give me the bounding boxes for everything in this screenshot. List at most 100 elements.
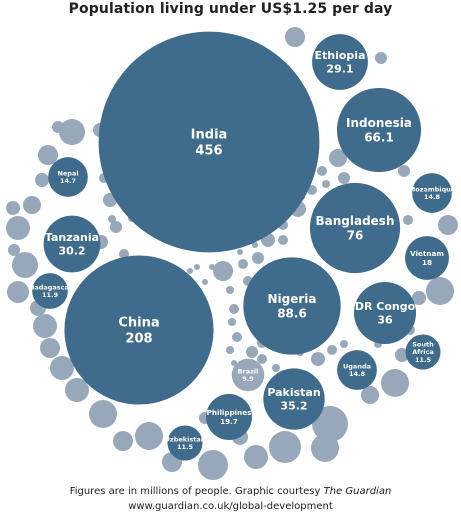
filler-bubble xyxy=(327,345,337,355)
filler-bubble xyxy=(8,244,20,256)
bubble-tanzania-mark xyxy=(43,215,101,273)
bubble-uganda-label: Uganda xyxy=(343,362,371,370)
filler-bubble xyxy=(257,354,267,364)
bubble-nepal-label: Nepal xyxy=(57,169,78,177)
bubble-nigeria-value: 88.6 xyxy=(277,306,307,320)
bubble-nigeria-mark xyxy=(243,257,341,355)
bubble-india-value: 456 xyxy=(195,143,222,158)
bubble-pakistan-value: 35.2 xyxy=(280,400,307,413)
filler-bubble xyxy=(194,264,200,270)
filler-bubble xyxy=(38,145,58,165)
filler-bubble xyxy=(338,172,350,184)
filler-bubble xyxy=(269,431,301,463)
filler-bubble xyxy=(33,314,57,338)
filler-bubble xyxy=(426,277,454,305)
footer-note-text: Figures are in millions of people. Graph… xyxy=(69,486,324,497)
filler-bubble xyxy=(89,400,117,428)
bubble-india-label: India xyxy=(191,128,228,143)
bubble-ethiopia-value: 29.1 xyxy=(326,63,353,76)
filler-bubble xyxy=(187,268,193,274)
filler-bubble xyxy=(12,252,38,278)
bubble-uganda-value: 14.8 xyxy=(349,370,366,378)
filler-bubble xyxy=(252,242,258,248)
bubble-india-mark xyxy=(98,31,320,253)
filler-bubble xyxy=(375,52,387,64)
filler-bubble xyxy=(65,378,89,402)
filler-bubble xyxy=(438,215,458,235)
filler-bubble xyxy=(40,338,60,358)
filler-bubble xyxy=(311,352,325,366)
filler-bubble xyxy=(398,165,410,177)
bubble-tanzania-value: 30.2 xyxy=(58,245,85,258)
filler-bubble xyxy=(209,264,215,270)
bubble-china-label: China xyxy=(118,316,159,331)
filler-bubble xyxy=(285,27,305,47)
filler-bubble xyxy=(35,173,49,187)
filler-bubble xyxy=(226,286,234,294)
filler-bubble xyxy=(322,180,330,188)
bubble-brazil-mark xyxy=(231,358,265,392)
filler-bubble xyxy=(403,215,413,225)
filler-bubble xyxy=(252,252,264,264)
filler-bubble xyxy=(246,346,258,358)
bubble-ethiopia-label: Ethiopia xyxy=(315,49,366,62)
bubble-south-africa-value: 11.5 xyxy=(415,356,432,364)
bubble-bangladesh-label: Bangladesh xyxy=(315,214,394,228)
filler-bubble xyxy=(226,346,234,354)
filler-bubble xyxy=(232,332,242,342)
bubble-dr-congo-value: 36 xyxy=(377,314,393,327)
bubble-south-africa-label: Africa xyxy=(412,348,434,356)
bubble-uzbekistan-mark xyxy=(167,425,203,461)
filler-bubble xyxy=(52,121,64,133)
bubble-bangladesh-value: 76 xyxy=(347,228,364,242)
bubble-indonesia-value: 66.1 xyxy=(364,130,394,144)
bubble-pakistan-label: Pakistan xyxy=(267,386,320,399)
bubble-vietnam-label: Vietnam xyxy=(410,249,444,258)
footer-url[interactable]: www.guardian.co.uk/global-development xyxy=(128,501,333,512)
filler-bubble xyxy=(110,221,122,233)
filler-bubble xyxy=(6,216,30,240)
filler-bubble xyxy=(213,261,233,281)
filler-bubble xyxy=(381,369,409,397)
footer-note: Figures are in millions of people. Graph… xyxy=(0,486,461,497)
filler-bubble xyxy=(412,291,426,305)
filler-bubble xyxy=(244,445,268,469)
bubble-tanzania-label: Tanzania xyxy=(45,231,99,244)
filler-bubble xyxy=(108,215,116,223)
bubble-south-africa-mark xyxy=(405,334,441,370)
filler-bubble xyxy=(113,431,133,451)
filler-bubble xyxy=(6,201,20,215)
filler-bubble xyxy=(202,279,208,285)
footer-source: The Guardian xyxy=(323,486,392,497)
bubble-indonesia-mark xyxy=(336,87,422,173)
filler-bubble xyxy=(135,422,163,450)
filler-bubble xyxy=(231,360,237,366)
filler-bubble xyxy=(238,259,248,269)
filler-bubble xyxy=(228,318,236,326)
bubble-nigeria-label: Nigeria xyxy=(267,292,316,306)
chart-title: Population living under US$1.25 per day xyxy=(68,1,393,17)
bubble-mozambique-value: 14.8 xyxy=(424,193,441,201)
bubble-brazil-value: 9.9 xyxy=(242,375,254,383)
bubble-philippines-value: 19.7 xyxy=(220,417,238,426)
bubble-bangladesh-mark xyxy=(309,182,401,274)
bubble-dr-congo-label: DR Congo xyxy=(355,300,416,313)
filler-bubble xyxy=(340,340,348,348)
filler-bubble xyxy=(7,281,29,303)
filler-bubble xyxy=(50,356,74,380)
filler-bubble xyxy=(312,406,348,442)
